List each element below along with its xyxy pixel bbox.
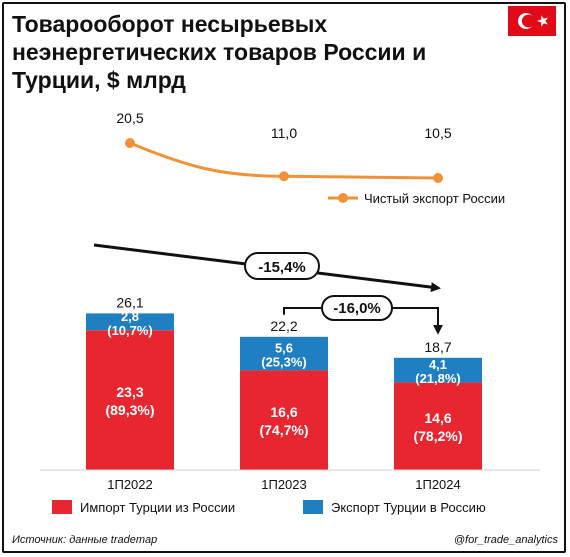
export-share-label-2: (25,3%) [261, 355, 307, 370]
export-value-label-2: 5,6 [275, 341, 293, 356]
turkey-flag-icon [508, 6, 556, 36]
legend-line-label: Чистый экспорт России [364, 191, 505, 206]
import-value-label-2: 16,6 [270, 404, 297, 420]
change-pill-1 [244, 252, 320, 280]
import-value-label-3: 14,6 [424, 410, 451, 426]
total-label-2: 22,2 [270, 318, 297, 334]
legend-line-marker [338, 193, 348, 203]
legend-label-export: Экспорт Турции в Россию [331, 500, 486, 515]
source-note: Источник: данные trademap [12, 534, 158, 546]
net-export-label-1: 20,5 [116, 110, 143, 126]
export-value-label-3: 4,1 [429, 357, 447, 372]
import-value-label-1: 23,3 [116, 384, 143, 400]
import-share-label-1: (89,3%) [105, 402, 154, 418]
net-export-point-2 [279, 171, 289, 182]
bar-export-3 [394, 357, 482, 383]
legend-label-import: Импорт Турции из России [80, 500, 235, 515]
flag-star [537, 15, 548, 27]
bar-import-3 [394, 382, 482, 470]
bar-import-1 [86, 330, 174, 470]
import-share-label-2: (74,7%) [259, 422, 308, 438]
legend-swatch-export [303, 500, 323, 514]
bar-layer: 23,3 (89,3%) 2,8(10,7%) 26,1 1П2022 16,6 (74,7… [86, 294, 482, 492]
chart-title: Товарооборот несырьевых неэнергетических… [12, 11, 427, 93]
footer: Источник: данные trademap @for_trade_ana… [12, 534, 558, 546]
legend-net-export: Чистый экспорт России [328, 191, 505, 206]
export-share-label-1: (10,7%) [107, 323, 153, 338]
total-label-3: 18,7 [424, 339, 451, 355]
bar-export-1 [86, 313, 174, 331]
net-export-label-3: 10,5 [424, 125, 451, 141]
export-value-label-1: 2,8 [121, 309, 139, 324]
chart-frame [2, 2, 566, 553]
net-export-label-2: 11,0 [271, 125, 297, 141]
total-label-1: 26,1 [116, 294, 143, 310]
legend-bars: Импорт Турции из России Экспорт Турции в… [52, 500, 486, 515]
category-label-3: 1П2024 [415, 477, 461, 492]
change-label-2: -16,0% [333, 300, 381, 317]
change-pill-2 [321, 295, 393, 321]
author-handle: @for_trade_analytics [453, 534, 558, 546]
import-share-label-3: (78,2%) [413, 428, 462, 444]
net-export-point-1 [125, 138, 135, 148]
flag-crescent-inner [521, 14, 535, 28]
net-export-point-3 [433, 173, 443, 183]
net-export-line [129, 141, 439, 180]
bar-import-2 [240, 370, 328, 470]
change-label-1: -15,4% [258, 259, 306, 276]
category-label-2: 1П2023 [261, 477, 307, 492]
category-label-1: 1П2022 [107, 477, 153, 492]
export-share-label-3: (21,8%) [415, 371, 461, 386]
bar-export-2 [240, 336, 328, 371]
change-arrows: -15,4% -16,0% [93, 243, 443, 335]
net-export-line-layer: 20,5 11,0 10,5 [116, 110, 452, 183]
legend-swatch-import [52, 500, 72, 514]
